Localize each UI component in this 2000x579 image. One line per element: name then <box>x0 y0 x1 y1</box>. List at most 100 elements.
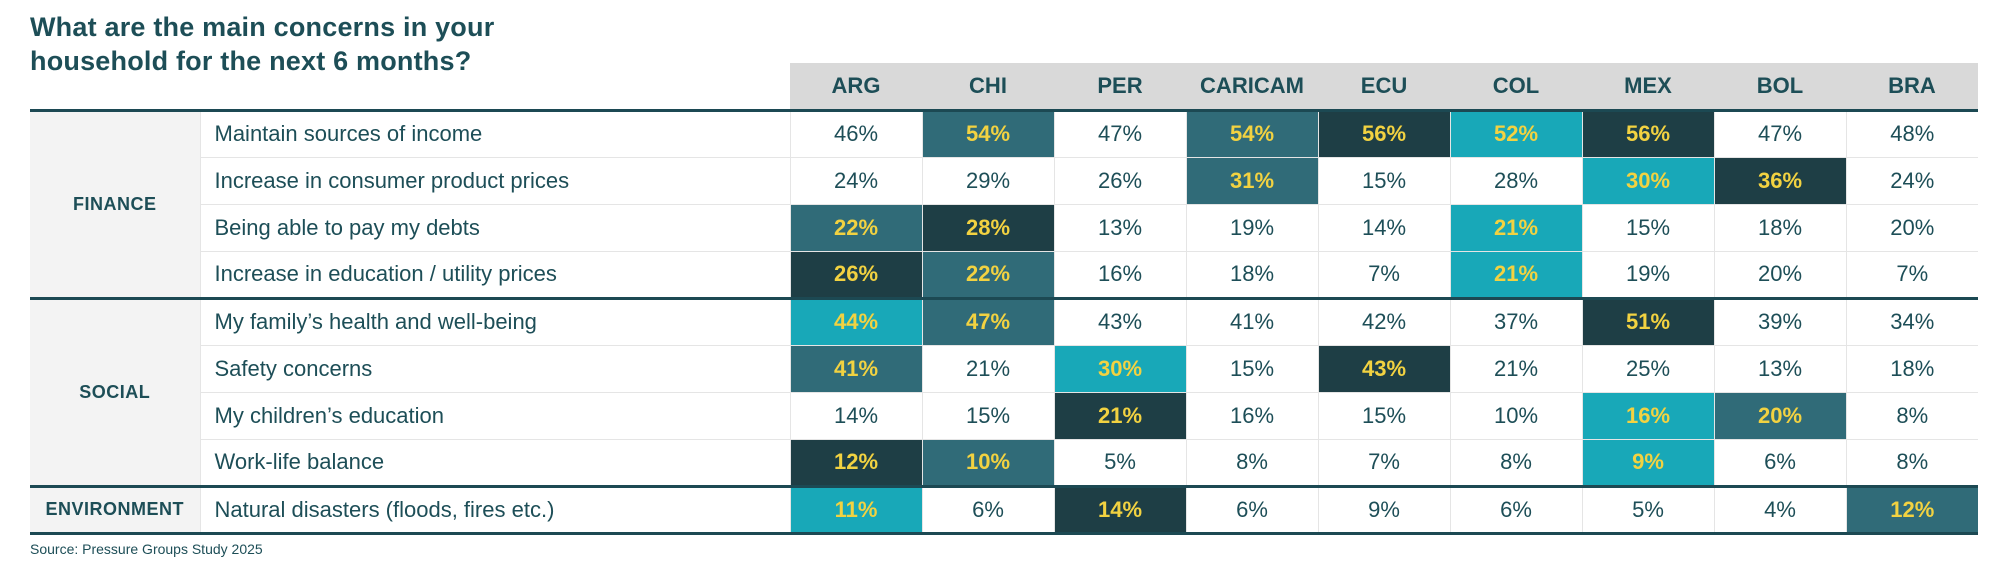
data-cell: 9% <box>1317 484 1450 535</box>
data-cell: 18% <box>1845 344 1978 392</box>
data-cell: 19% <box>1581 250 1714 298</box>
row-label: Maintain sources of income <box>199 108 790 157</box>
data-cell-highlight: 12% <box>1845 484 1978 535</box>
data-cell-highlight: 10% <box>921 438 1054 486</box>
data-cell-highlight: 21% <box>1449 203 1582 251</box>
data-cell-highlight: 56% <box>1317 108 1450 157</box>
header-spacer <box>200 63 790 112</box>
category-label-finance: FINANCE <box>30 108 200 298</box>
data-cell-highlight: 26% <box>789 250 922 298</box>
data-cell: 39% <box>1713 296 1846 345</box>
column-header-bol: BOL <box>1714 63 1846 112</box>
table-row: Increase in consumer product prices 24% 29… <box>30 156 1978 204</box>
data-cell-highlight: 54% <box>1185 108 1318 157</box>
column-header-arg: ARG <box>790 63 922 112</box>
column-header-caricam: CARICAM <box>1186 63 1318 112</box>
data-cell: 24% <box>789 156 922 204</box>
data-cell: 28% <box>1449 156 1582 204</box>
data-cell: 15% <box>1317 156 1450 204</box>
data-cell: 15% <box>1581 203 1714 251</box>
data-cell: 5% <box>1581 484 1714 535</box>
data-cell: 6% <box>1449 484 1582 535</box>
category-label-social: SOCIAL <box>30 296 200 486</box>
data-cell: 48% <box>1845 108 1978 157</box>
table-row: SOCIAL My family’s health and well-being 4… <box>30 296 1978 486</box>
data-cell: 8% <box>1449 438 1582 486</box>
data-cell: 24% <box>1845 156 1978 204</box>
column-header-row: ARG CHI PER CARICAM ECU COL MEX BOL BRA <box>30 63 1978 112</box>
column-header-bra: BRA <box>1846 63 1978 112</box>
data-cell: 21% <box>921 344 1054 392</box>
data-cell-highlight: 30% <box>1053 344 1186 392</box>
data-cell: 37% <box>1449 296 1582 345</box>
data-cell: 6% <box>921 484 1054 535</box>
category-label-environment: ENVIRONMENT <box>30 484 200 535</box>
row-label: Safety concerns <box>199 344 790 392</box>
data-cell-highlight: 44% <box>789 296 922 345</box>
table-row: Safety concerns 41% 21% 30% 15% 43% 21% 25% 13% 1… <box>30 344 1978 392</box>
data-cell: 7% <box>1317 438 1450 486</box>
page-title: What are the main concerns in your house… <box>30 10 494 78</box>
data-cell-highlight: 14% <box>1053 484 1186 535</box>
source-note: Source: Pressure Groups Study 2025 <box>30 541 263 557</box>
data-cell-highlight: 41% <box>789 344 922 392</box>
data-cell: 16% <box>1053 250 1186 298</box>
data-cell: 26% <box>1053 156 1186 204</box>
header-spacer <box>30 63 200 112</box>
data-cell-highlight: 54% <box>921 108 1054 157</box>
data-cell: 34% <box>1845 296 1978 345</box>
title-line-1: What are the main concerns in your <box>30 12 495 42</box>
row-label: My family’s health and well-being <box>199 296 790 345</box>
data-cell: 7% <box>1317 250 1450 298</box>
data-cell: 15% <box>1185 344 1318 392</box>
table-row: FINANCE Maintain sources of income 46% 54% 4… <box>30 108 1978 298</box>
column-header-ecu: ECU <box>1318 63 1450 112</box>
data-cell-highlight: 21% <box>1449 250 1582 298</box>
data-cell: 19% <box>1185 203 1318 251</box>
data-cell-highlight: 31% <box>1185 156 1318 204</box>
data-cell-highlight: 52% <box>1449 108 1582 157</box>
data-cell: 29% <box>921 156 1054 204</box>
data-cell-highlight: 51% <box>1581 296 1714 345</box>
data-cell-highlight: 20% <box>1713 391 1846 439</box>
data-cell: 15% <box>921 391 1054 439</box>
data-cell: 7% <box>1845 250 1978 298</box>
data-cell: 14% <box>789 391 922 439</box>
data-cell: 6% <box>1713 438 1846 486</box>
data-cell-highlight: 30% <box>1581 156 1714 204</box>
data-cell-highlight: 21% <box>1053 391 1186 439</box>
data-cell: 20% <box>1845 203 1978 251</box>
data-cell: 4% <box>1713 484 1846 535</box>
data-cell: 16% <box>1185 391 1318 439</box>
row-label: Increase in consumer product prices <box>199 156 790 204</box>
row-label: My children’s education <box>199 391 790 439</box>
data-cell-highlight: 12% <box>789 438 922 486</box>
data-cell: 5% <box>1053 438 1186 486</box>
concerns-table: ARG CHI PER CARICAM ECU COL MEX BOL BRA FINANCE Ma… <box>30 63 1978 535</box>
data-cell: 8% <box>1845 391 1978 439</box>
data-cell: 47% <box>1713 108 1846 157</box>
column-header-col: COL <box>1450 63 1582 112</box>
data-cell-highlight: 47% <box>921 296 1054 345</box>
data-cell: 47% <box>1053 108 1186 157</box>
data-cell-highlight: 28% <box>921 203 1054 251</box>
table-row: ENVIRONMENT Natural disasters (floods, fi… <box>30 484 1978 535</box>
data-cell-highlight: 22% <box>921 250 1054 298</box>
column-header-per: PER <box>1054 63 1186 112</box>
data-cell: 41% <box>1185 296 1318 345</box>
data-cell: 13% <box>1713 344 1846 392</box>
row-label: Natural disasters (floods, fires etc.) <box>199 484 790 535</box>
table-row: Being able to pay my debts 22% 28% 13% 19% 14… <box>30 203 1978 251</box>
data-cell-highlight: 16% <box>1581 391 1714 439</box>
data-cell-highlight: 9% <box>1581 438 1714 486</box>
data-cell: 18% <box>1713 203 1846 251</box>
row-label: Work-life balance <box>199 438 790 486</box>
data-cell: 18% <box>1185 250 1318 298</box>
data-cell: 14% <box>1317 203 1450 251</box>
data-cell: 43% <box>1053 296 1186 345</box>
table-row: Increase in education / utility prices 26… <box>30 250 1978 298</box>
data-cell: 15% <box>1317 391 1450 439</box>
data-cell-highlight: 56% <box>1581 108 1714 157</box>
data-cell: 8% <box>1845 438 1978 486</box>
